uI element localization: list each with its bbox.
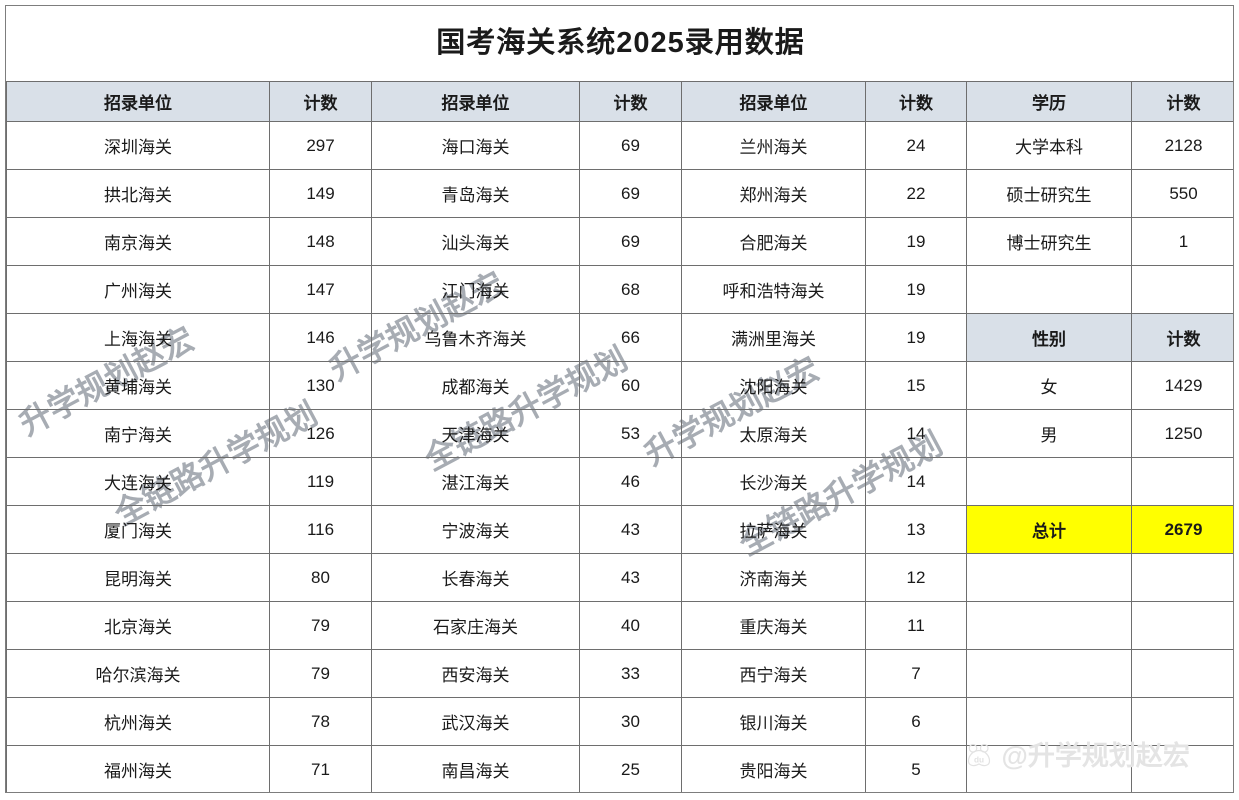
svg-text:du: du — [974, 755, 984, 764]
